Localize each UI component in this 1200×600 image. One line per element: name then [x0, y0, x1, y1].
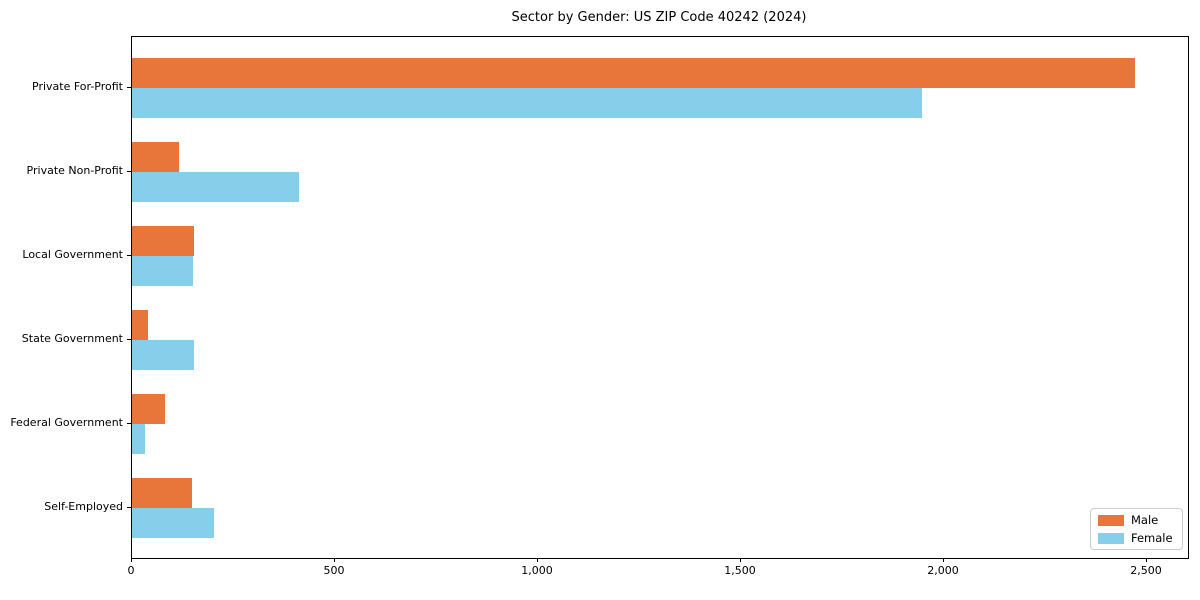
bar-male	[132, 142, 179, 172]
bar-female	[132, 424, 145, 454]
bar-female	[132, 256, 193, 286]
chart-title: Sector by Gender: US ZIP Code 40242 (202…	[511, 10, 807, 25]
legend-item-male: Male	[1098, 513, 1173, 527]
y-tick-label: Private Non-Profit	[26, 164, 123, 177]
x-tick-label: 500	[323, 564, 345, 577]
bar-male	[132, 394, 165, 424]
bar-male	[132, 58, 1135, 88]
plot-area	[131, 36, 1189, 559]
legend-swatch-male	[1098, 514, 1124, 526]
y-tick-mark	[127, 507, 131, 508]
x-tick-label: 1,000	[521, 564, 553, 577]
bar-female	[132, 88, 922, 118]
legend-label-female: Female	[1131, 531, 1173, 545]
x-tick-mark	[537, 558, 538, 562]
x-tick-label: 2,000	[927, 564, 959, 577]
y-tick-label: Self-Employed	[44, 500, 123, 513]
legend-swatch-female	[1098, 532, 1124, 544]
y-tick-label: Federal Government	[10, 416, 123, 429]
x-tick-label: 2,500	[1130, 564, 1162, 577]
bar-male	[132, 310, 148, 340]
bar-female	[132, 340, 194, 370]
bar-female	[132, 172, 299, 202]
bar-male	[132, 226, 194, 256]
y-tick-mark	[127, 423, 131, 424]
y-tick-label: Private For-Profit	[32, 80, 123, 93]
y-tick-mark	[127, 255, 131, 256]
x-tick-mark	[131, 558, 132, 562]
y-tick-label: State Government	[21, 332, 123, 345]
legend-label-male: Male	[1131, 513, 1159, 527]
bar-female	[132, 508, 214, 538]
y-tick-label: Local Government	[22, 248, 123, 261]
x-tick-label: 0	[127, 564, 135, 577]
x-tick-mark	[334, 558, 335, 562]
x-tick-mark	[943, 558, 944, 562]
x-tick-mark	[740, 558, 741, 562]
legend: Male Female	[1090, 508, 1183, 550]
y-tick-mark	[127, 171, 131, 172]
y-tick-mark	[127, 87, 131, 88]
legend-item-female: Female	[1098, 531, 1173, 545]
y-tick-mark	[127, 339, 131, 340]
x-tick-mark	[1146, 558, 1147, 562]
bar-male	[132, 478, 192, 508]
x-tick-label: 1,500	[724, 564, 756, 577]
